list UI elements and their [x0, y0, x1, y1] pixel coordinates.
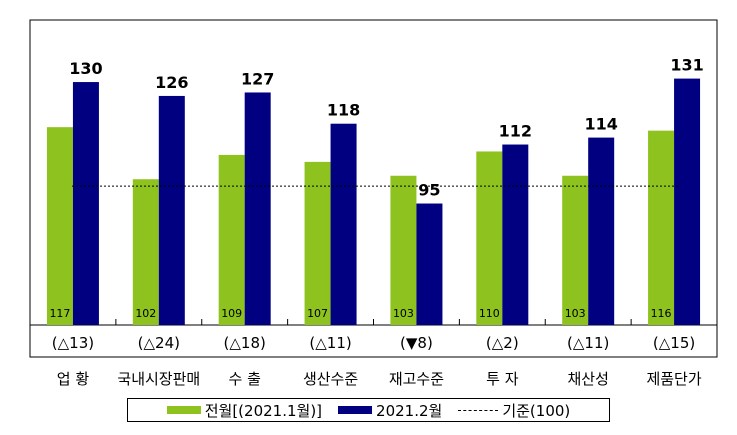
data-label-curr: 130: [69, 59, 102, 78]
legend-item-ref: 기준(100): [458, 400, 570, 421]
data-label-curr: 126: [155, 73, 188, 92]
data-label-curr: 95: [418, 181, 440, 200]
bar-curr: [416, 203, 443, 325]
bar-prev: [390, 175, 417, 325]
legend-swatch-prev: [166, 406, 201, 414]
bar-prev: [132, 179, 159, 325]
bar-curr: [244, 92, 271, 326]
category-label: 생산수준: [303, 370, 358, 388]
category-label: 채산성: [567, 370, 608, 388]
legend-item-prev: 전월[(2021.1월)]: [166, 400, 323, 421]
bar-prev: [648, 130, 675, 325]
data-label-curr: 114: [584, 115, 617, 134]
data-label-prev: 107: [307, 307, 328, 320]
change-label: (▼8): [400, 334, 433, 352]
bar-prev: [46, 127, 73, 325]
bar-prev: [304, 161, 331, 325]
change-label: (△18): [224, 334, 266, 352]
category-label: 업 황: [57, 370, 90, 388]
data-label-prev: 109: [221, 307, 242, 320]
bar-curr: [674, 78, 701, 326]
change-label: (△11): [309, 334, 351, 352]
legend-swatch-curr: [338, 406, 373, 414]
category-label: 투 자: [486, 370, 519, 388]
category-label: 국내시장판매: [117, 370, 200, 388]
change-label: (△13): [52, 334, 94, 352]
category-label: 재고수준: [389, 370, 444, 388]
legend-item-curr: 2021.2월: [338, 400, 442, 421]
change-row: [29, 324, 718, 358]
data-label-curr: 127: [241, 69, 274, 88]
legend-label-ref: 기준(100): [502, 401, 571, 420]
data-label-prev: 117: [49, 307, 70, 320]
category-label: 수 출: [229, 370, 261, 388]
category-label: 제품단가: [646, 370, 701, 388]
legend-label-prev: 전월[(2021.1월)]: [204, 401, 323, 420]
legend-swatch-ref: [458, 409, 499, 411]
change-label: (△11): [567, 334, 609, 352]
data-label-prev: 103: [393, 307, 414, 320]
bar-curr: [72, 82, 99, 325]
data-label-curr: 112: [499, 122, 532, 141]
bar-curr: [330, 123, 357, 326]
data-label-prev: 116: [651, 307, 672, 320]
legend: 전월[(2021.1월)] 2021.2월 기준(100): [127, 398, 610, 422]
data-label-prev: 102: [135, 307, 156, 320]
legend-label-curr: 2021.2월: [376, 401, 443, 420]
bar-prev: [476, 151, 503, 325]
change-label: (△24): [138, 334, 180, 352]
bar-curr: [502, 144, 529, 325]
bar-prev: [562, 175, 589, 325]
data-label-prev: 110: [479, 307, 500, 320]
bar-curr: [588, 137, 615, 325]
data-label-prev: 103: [565, 307, 586, 320]
change-label: (△15): [653, 334, 695, 352]
bar-curr: [158, 95, 185, 325]
change-label: (△2): [486, 334, 519, 352]
data-label-curr: 131: [670, 56, 703, 75]
data-label-curr: 118: [327, 101, 360, 120]
bar-prev: [218, 154, 245, 325]
